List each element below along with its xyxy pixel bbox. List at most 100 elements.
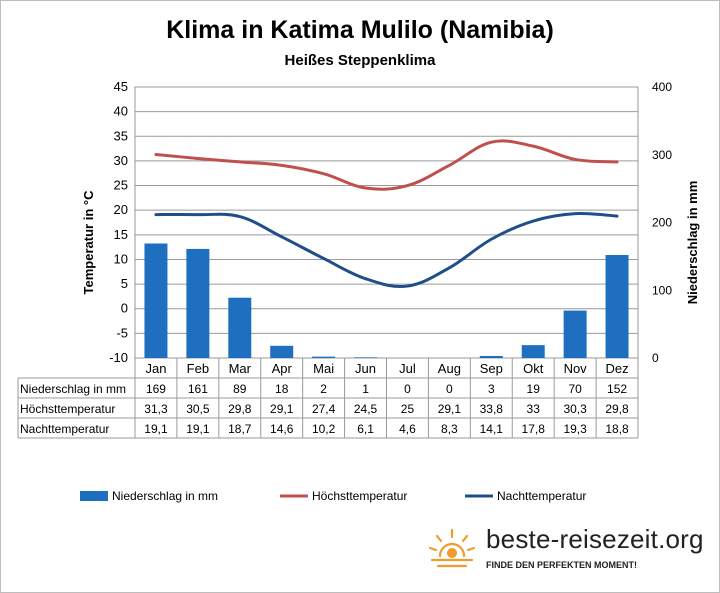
bar-apr (270, 345, 294, 358)
bar-dez (605, 255, 629, 358)
bar-feb (186, 248, 210, 358)
table-cell: 4,6 (399, 422, 416, 436)
left-axis-title: Temperatur in °C (81, 190, 96, 295)
bar-mai (312, 356, 336, 358)
bar-okt (521, 345, 545, 358)
axes: -10 -5 0 5 10 15 20 25 30 35 40 45 0 100 200 300 400 Temp… (81, 79, 700, 365)
category-label: Mar (229, 361, 252, 376)
table-cell: 18,7 (228, 422, 252, 436)
category-label: Okt (523, 361, 544, 376)
line-series (154, 139, 619, 289)
chart-subtitle: Heißes Steppenklima (284, 52, 436, 69)
table-cell: 29,1 (438, 402, 462, 416)
table-cell: 161 (188, 382, 208, 396)
right-tick-label: 300 (652, 148, 672, 162)
right-tick-label: 200 (652, 216, 672, 230)
table-cell: 25 (401, 402, 415, 416)
table-cell: 24,5 (354, 402, 378, 416)
table-cell: 19,1 (144, 422, 168, 436)
bar-series (144, 243, 629, 358)
left-tick-label: 45 (114, 79, 128, 94)
table-cell: 14,6 (270, 422, 294, 436)
table-cell: 31,3 (144, 402, 168, 416)
table-cell: 30,3 (563, 402, 587, 416)
right-axis-title: Niederschlag in mm (685, 181, 700, 305)
table-cell: 169 (146, 382, 166, 396)
right-tick-label: 0 (652, 351, 659, 365)
category-label: Apr (272, 361, 293, 376)
bar-sep (479, 355, 503, 358)
table-cell: 30,5 (186, 402, 210, 416)
left-tick-label: 0 (121, 301, 128, 316)
legend-swatch-bar (80, 491, 108, 501)
category-label: Nov (564, 361, 588, 376)
table-cell: 19,3 (563, 422, 587, 436)
table-cell: 14,1 (480, 422, 504, 436)
table-cell: 33,8 (480, 402, 504, 416)
left-tick-label: 30 (114, 153, 128, 168)
table-cell: 8,3 (441, 422, 458, 436)
right-tick-label: 100 (652, 283, 672, 297)
table-cell: 29,8 (228, 402, 252, 416)
bar-mar (228, 297, 252, 358)
table-cell: 3 (488, 382, 495, 396)
table-cell: 19,1 (186, 422, 210, 436)
left-tick-label: 40 (114, 104, 128, 119)
category-label: Jan (145, 361, 166, 376)
table-cell: 18 (275, 382, 289, 396)
table-cell: 29,1 (270, 402, 294, 416)
table-cell: 10,2 (312, 422, 336, 436)
line-nachttemperatur (154, 211, 619, 289)
category-label: Jul (399, 361, 416, 376)
table-cell: 6,1 (357, 422, 374, 436)
table-cell: 89 (233, 382, 247, 396)
table-cell: 19 (527, 382, 541, 396)
brand-name[interactable]: beste-reisezeit.org (486, 524, 704, 554)
data-table: Jan Feb Mar Apr Mai Jun Jul Aug Sep Okt Nov Dez Nied… (17, 358, 639, 439)
chart-title: Klima in Katima Mulilo (Namibia) (166, 16, 554, 44)
legend: Niederschlag in mm Höchsttemperatur Nachtt… (80, 489, 586, 503)
table-cell: 18,8 (605, 422, 629, 436)
right-tick-label: 400 (652, 80, 672, 94)
category-label: Dez (605, 361, 628, 376)
bar-jan (144, 243, 168, 358)
table-row-header: Höchsttemperatur (20, 402, 115, 416)
table-cell: 1 (362, 382, 369, 396)
left-tick-label: 10 (114, 251, 128, 266)
left-tick-label: 15 (114, 227, 128, 242)
legend-label: Höchsttemperatur (312, 489, 407, 503)
line-höchsttemperatur (154, 139, 619, 191)
left-tick-label: 35 (114, 128, 128, 143)
left-tick-label: 20 (114, 202, 128, 217)
legend-label: Nachttemperatur (497, 489, 586, 503)
bar-jun (354, 357, 378, 358)
table-cell: 0 (446, 382, 453, 396)
table-cell: 70 (568, 382, 582, 396)
category-label: Aug (438, 361, 461, 376)
sun-icon (428, 528, 476, 568)
category-label: Feb (187, 361, 209, 376)
table-cell: 2 (320, 382, 327, 396)
category-label: Jun (355, 361, 376, 376)
grid-lines (134, 86, 639, 359)
left-tick-label: 5 (121, 276, 128, 291)
table-row-header: Nachttemperatur (20, 422, 109, 436)
category-label: Sep (480, 361, 503, 376)
left-tick-label: 25 (114, 178, 128, 193)
plot-area (134, 86, 639, 359)
brand-logo: beste-reisezeit.org FINDE DEN PERFEKTEN … (428, 520, 718, 580)
brand-slogan: FINDE DEN PERFEKTEN MOMENT! (486, 560, 638, 570)
legend-label: Niederschlag in mm (112, 489, 218, 503)
table-cell: 17,8 (522, 422, 546, 436)
table-cell: 33 (527, 402, 541, 416)
table-cell: 0 (404, 382, 411, 396)
left-tick-label: -5 (116, 325, 128, 340)
table-cell: 152 (607, 382, 627, 396)
table-row-header: Niederschlag in mm (20, 382, 126, 396)
left-tick-label: -10 (109, 350, 128, 365)
table-cell: 29,8 (605, 402, 629, 416)
table-cell: 27,4 (312, 402, 336, 416)
category-label: Mai (313, 361, 334, 376)
bar-nov (563, 310, 587, 358)
